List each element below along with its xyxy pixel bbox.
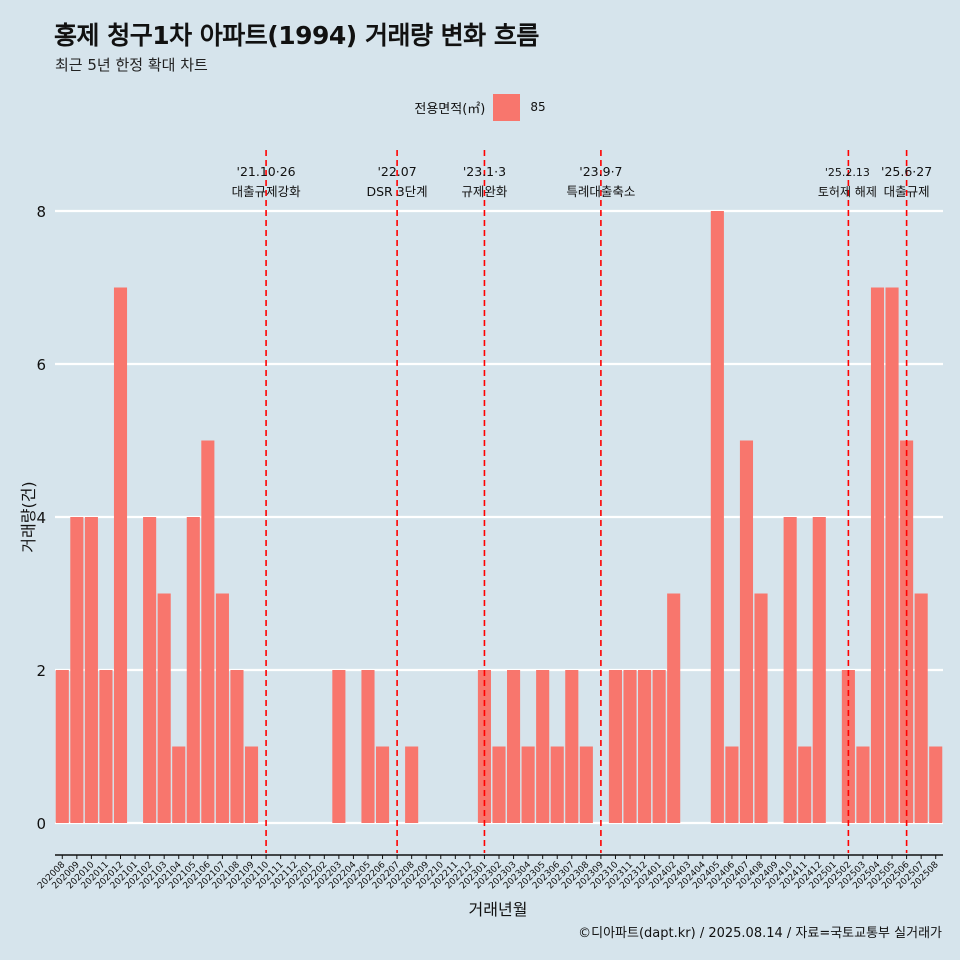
bar-202505 [885,287,899,823]
bar-202402 [667,593,681,823]
legend-title: 전용면적(㎡) [414,101,486,117]
event-date: '25.6·27 [881,164,932,179]
bar-202504 [870,287,885,823]
event-date: '25.2.13 [825,166,870,179]
x-axis: 2020082020092020102020112020122021012021… [36,854,943,891]
bar-202408 [754,593,768,823]
bar-202108 [230,670,244,823]
bar-202206 [375,746,390,823]
bar-202205 [361,670,375,823]
y-tick-label: 4 [36,509,46,527]
bar-202203 [332,670,346,823]
legend-swatch [493,93,521,121]
bar-202306 [550,746,564,823]
event-label: 대출규제강화 [232,184,302,199]
y-axis: 0 2 4 6 8 [36,203,46,833]
bar-202103 [157,593,171,823]
event-markers: '21.10·26 대출규제강화 '22.07 DSR 3단계 '23.1·3 규제완화 '… [232,150,932,853]
bar-202310 [608,670,623,823]
bar-202305 [536,670,550,823]
bar-202507 [914,593,928,823]
x-axis-label: 거래년월 [469,900,528,919]
bar-202304 [521,746,535,823]
caption: ©디아파트(dapt.kr) / 2025.08.14 / 자료=국토교통부 실… [578,926,942,941]
bar-202311 [623,670,637,823]
bar-202307 [565,670,579,823]
bar-202012 [113,287,128,823]
bar-202109 [244,746,259,823]
bar-202011 [99,670,113,823]
bar-202107 [215,593,229,823]
legend: 전용면적(㎡) 85 [0,93,960,121]
event-date: '22.07 [377,164,416,179]
event-date: '21.10·26 [237,164,296,179]
event-date: '23.1·3 [463,164,506,179]
bars [55,211,943,823]
event-label: 대출규제 [884,184,930,199]
y-axis-label: 거래량(건) [19,481,38,552]
bar-202410 [783,517,797,823]
bar-202301 [477,670,491,823]
bar-202405 [710,211,724,823]
bar-202411 [798,746,812,823]
event-label: DSR 3단계 [367,184,428,199]
bar-202502 [841,670,855,823]
bar-202508 [929,746,943,823]
y-tick-label: 8 [36,203,46,221]
bar-202105 [186,517,200,823]
bar-202406 [725,746,739,823]
legend-label: 85 [530,100,546,114]
event-label: 토허제 해제 [818,185,877,199]
bar-202401 [652,670,666,823]
bar-202208 [405,746,419,823]
bar-202104 [172,746,186,823]
chart-subtitle: 최근 5년 한정 확대 차트 [55,56,208,74]
bar-202407 [739,440,754,823]
bar-202308 [579,746,593,823]
chart-title: 홍제 청구1차 아파트(1994) 거래량 변화 흐름 [54,21,539,50]
bar-202503 [856,746,870,823]
bar-202302 [492,746,506,823]
bar-202106 [201,440,215,823]
bar-202303 [507,670,521,823]
y-tick-label: 6 [36,356,46,374]
bar-202010 [84,517,98,823]
event-date: '23.9·7 [579,164,622,179]
bar-202312 [638,670,652,823]
event-label: 특례대출축소 [566,184,635,199]
bar-202008 [55,670,69,823]
bar-202009 [70,517,84,823]
event-label: 규제완화 [461,184,508,199]
y-tick-label: 0 [36,815,46,833]
bar-202102 [143,517,157,823]
bar-202412 [812,517,826,823]
y-tick-label: 2 [36,662,46,680]
